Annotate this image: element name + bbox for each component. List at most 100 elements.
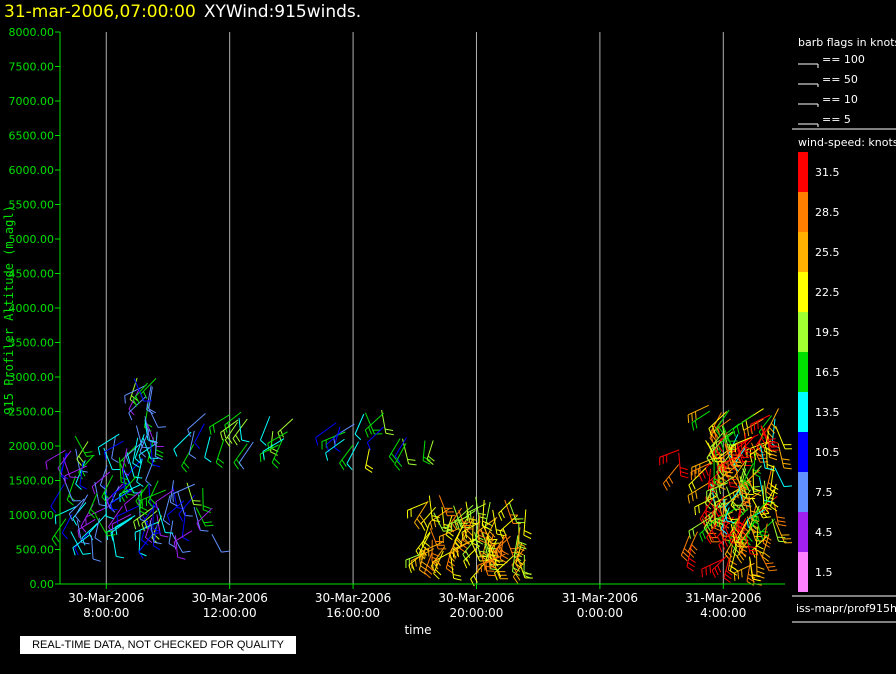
barb-flag bbox=[494, 572, 498, 581]
barb-flag bbox=[717, 486, 726, 490]
barb-flag bbox=[141, 523, 145, 532]
barb-shaft bbox=[60, 452, 67, 475]
barb-flag bbox=[125, 456, 130, 465]
barb-flag bbox=[770, 422, 778, 430]
barb-flag bbox=[422, 460, 431, 465]
barb-flag bbox=[365, 464, 374, 470]
barb-flag bbox=[753, 492, 762, 497]
barb-flag bbox=[722, 470, 731, 474]
barb-shaft bbox=[50, 484, 65, 507]
barb-flag bbox=[717, 564, 722, 573]
barb-flag bbox=[457, 518, 462, 527]
barb-flag bbox=[490, 568, 499, 571]
barb-legend-label: == 10 bbox=[822, 93, 858, 106]
barb-flag bbox=[410, 560, 413, 569]
wind-barb bbox=[51, 518, 67, 546]
speed-label: 19.5 bbox=[815, 326, 840, 339]
barb-flag bbox=[711, 425, 716, 433]
y-tick-label: 1500.00 bbox=[9, 475, 55, 488]
grid-lines bbox=[105, 32, 724, 584]
wind-barb bbox=[775, 425, 794, 450]
barb-flag bbox=[523, 534, 532, 540]
barb-flag bbox=[662, 483, 668, 491]
barb-flag bbox=[72, 518, 78, 526]
wind-barb bbox=[751, 498, 771, 519]
wind-barb bbox=[132, 437, 140, 468]
barb-flag bbox=[215, 462, 223, 469]
wind-barb bbox=[76, 441, 89, 466]
barb-flag bbox=[705, 524, 712, 532]
barb-flag bbox=[784, 485, 793, 488]
barb-flag bbox=[134, 457, 142, 464]
barb-shaft bbox=[154, 431, 158, 457]
wind-barb bbox=[481, 499, 491, 530]
barb-flag bbox=[715, 488, 718, 497]
x-tick-label-date: 31-Mar-2006 bbox=[685, 591, 761, 605]
barb-shaft bbox=[106, 521, 126, 533]
wind-barb bbox=[498, 498, 514, 521]
wind-barb bbox=[470, 559, 489, 587]
barb-shaft bbox=[321, 431, 346, 443]
barb-flag bbox=[732, 428, 736, 437]
barb-flag bbox=[745, 481, 750, 490]
x-tick-label-date: 31-Mar-2006 bbox=[562, 591, 638, 605]
barb-flag bbox=[88, 512, 96, 519]
wind-barb bbox=[193, 507, 209, 532]
wind-barb bbox=[687, 531, 698, 558]
barb-flag bbox=[741, 422, 745, 431]
barb-flag bbox=[45, 461, 48, 470]
wind-barb bbox=[139, 489, 148, 515]
barb-flag bbox=[718, 480, 722, 488]
barb-flag bbox=[106, 515, 115, 520]
barb-flag bbox=[500, 510, 505, 519]
barb-flag bbox=[390, 453, 397, 460]
barb-flag bbox=[78, 455, 84, 463]
wind-barb bbox=[321, 431, 346, 450]
barb-flag bbox=[698, 473, 703, 482]
barb-flag bbox=[408, 463, 417, 466]
barb-flag bbox=[217, 457, 225, 464]
wind-barb bbox=[428, 495, 441, 523]
x-tick-label-time: 8:00:00 bbox=[83, 606, 129, 620]
barb-flag bbox=[97, 447, 101, 456]
barb-flag bbox=[745, 419, 748, 428]
wind-barb bbox=[124, 489, 143, 512]
barb-flag bbox=[756, 545, 764, 550]
barb-flag bbox=[738, 526, 746, 532]
barb-flag bbox=[81, 542, 90, 545]
barb-flag bbox=[691, 493, 694, 502]
wind-barb bbox=[690, 462, 712, 480]
barb-flag bbox=[758, 441, 764, 449]
barb-flag bbox=[408, 565, 412, 573]
wind-barb bbox=[150, 442, 161, 468]
wind-barb bbox=[688, 467, 707, 493]
barb-flag bbox=[416, 518, 423, 526]
barb-flag bbox=[757, 420, 759, 430]
barb-flag bbox=[747, 577, 755, 583]
wind-barb bbox=[414, 500, 429, 530]
barb-flag bbox=[701, 531, 706, 540]
barb-flag bbox=[737, 444, 739, 453]
wind-barb bbox=[706, 441, 722, 465]
wind-barb bbox=[388, 438, 401, 464]
wind-barb bbox=[512, 559, 526, 584]
barb-flag bbox=[517, 542, 526, 547]
barb-flag bbox=[745, 454, 754, 458]
barb-flag bbox=[434, 569, 442, 576]
barb-flag bbox=[184, 514, 193, 517]
barb-shaft bbox=[354, 413, 365, 435]
barb-flag bbox=[187, 429, 191, 437]
barb-flag bbox=[742, 484, 747, 493]
barb-flag bbox=[706, 457, 712, 465]
barb-flag bbox=[704, 468, 709, 476]
wind-barb bbox=[462, 534, 479, 562]
barb-flag bbox=[325, 452, 329, 461]
barb-flag bbox=[776, 516, 785, 519]
wind-barb bbox=[659, 449, 680, 466]
barb-flag bbox=[456, 522, 460, 531]
barb-flag bbox=[463, 560, 468, 569]
barb-shaft bbox=[116, 505, 140, 517]
barb-flag bbox=[453, 573, 462, 577]
barb-shaft bbox=[750, 414, 771, 425]
x-tick-label-time: 20:00:00 bbox=[450, 606, 504, 620]
